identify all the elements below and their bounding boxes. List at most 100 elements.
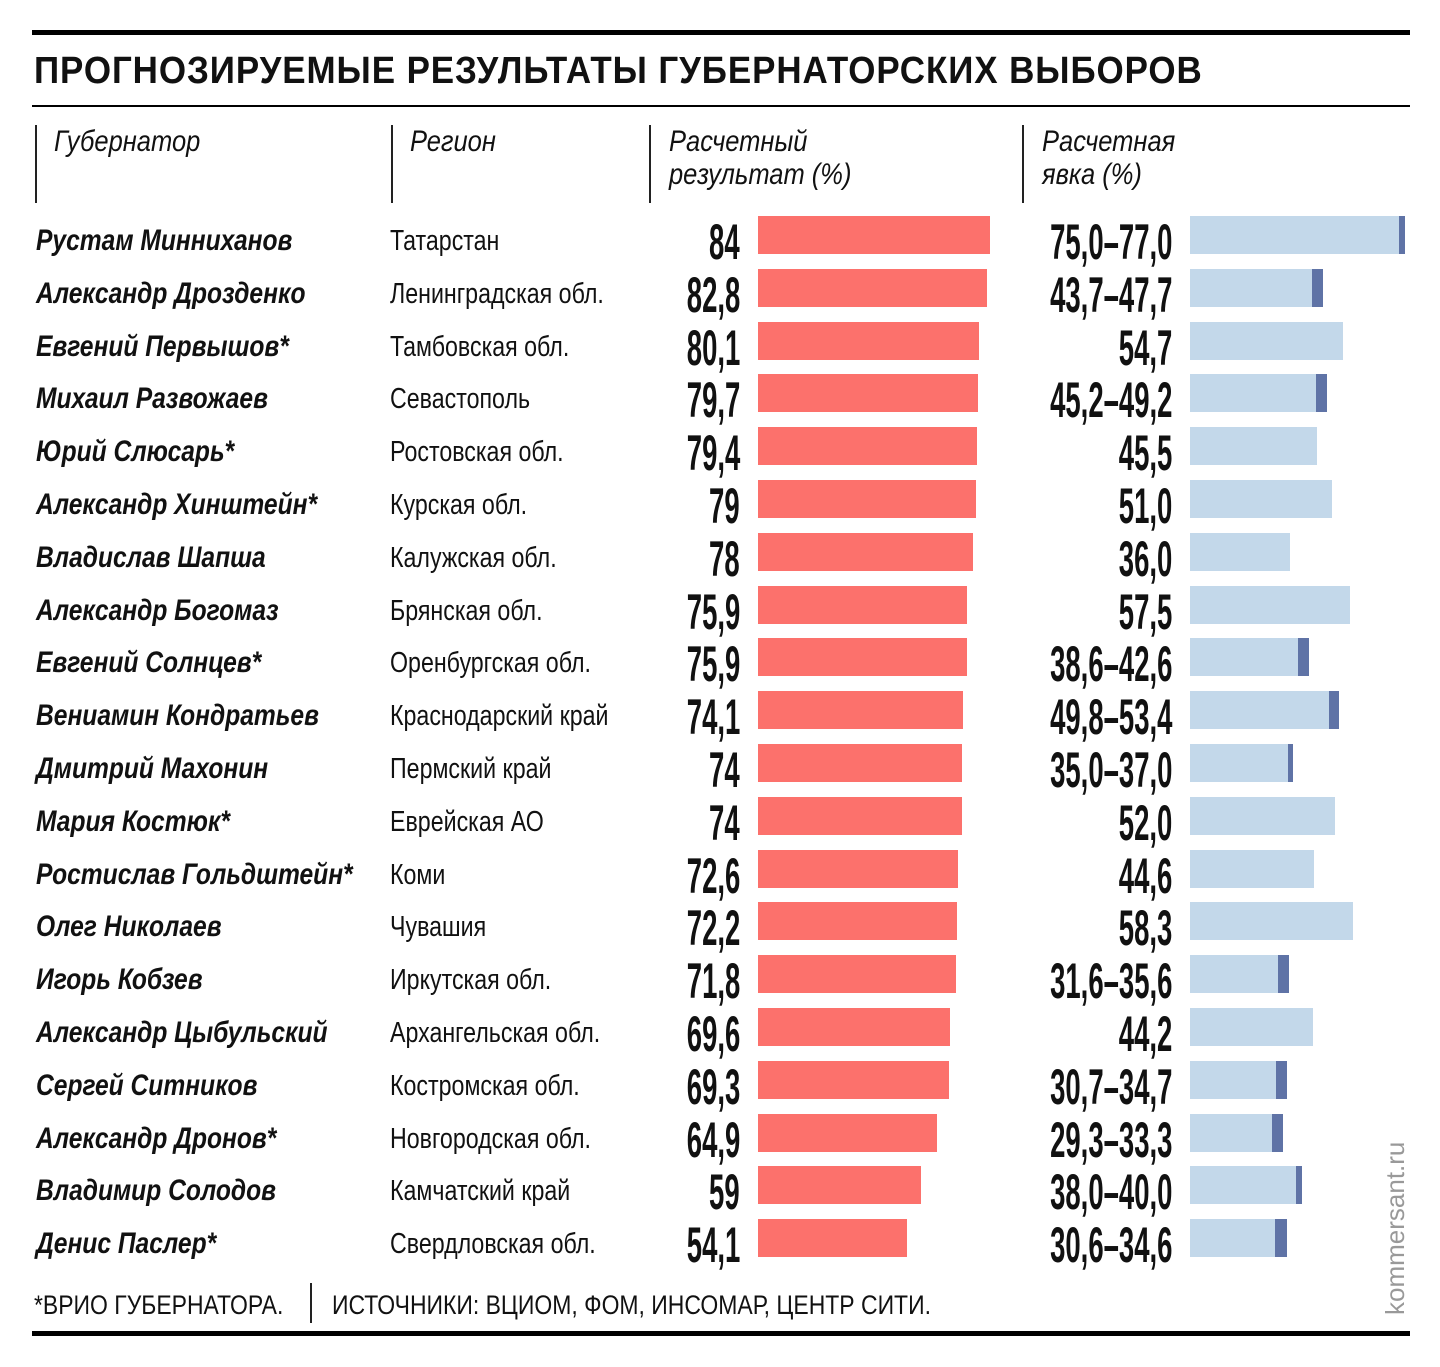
result-label: 79 (709, 478, 740, 534)
region-name: Калужская обл. (390, 541, 557, 574)
turnout-range-bar (1296, 1166, 1302, 1205)
turnout-range-bar (1399, 216, 1405, 254)
turnout-bar (1190, 321, 1343, 360)
result-bar (758, 374, 978, 413)
governor-name: Александр Дрозденко (36, 276, 306, 310)
chart-title: ПРОГНОЗИРУЕМЫЕ РЕЗУЛЬТАТЫ ГУБЕРНАТОРСКИХ… (34, 50, 1203, 92)
footnote: *ВРИО ГУБЕРНАТОРА. (34, 1290, 284, 1320)
table-row: Мария Костюк* Еврейская АО 74 52,0 (0, 794, 1440, 851)
turnout-bar (1190, 744, 1288, 782)
result-bar (758, 427, 978, 466)
turnout-label: 54,7 (1118, 319, 1172, 376)
governor-name: Денис Паслер* (36, 1227, 217, 1261)
sources: ИСТОЧНИКИ: ВЦИОМ, ФОМ, ИНСОМАР, ЦЕНТР СИ… (332, 1290, 931, 1320)
turnout-label: 36,0 (1118, 530, 1172, 587)
table-row: Михаил Развожаев Севастополь 79,7 45,2–49,2 (0, 372, 1440, 429)
turnout-label: 35,0–37,0 (1049, 742, 1172, 798)
turnout-range-bar (1271, 1113, 1283, 1152)
turnout-label: 75,0–77,0 (1049, 214, 1172, 270)
table-row: Владислав Шапша Калужская обл. 78 36,0 (0, 530, 1440, 587)
table-row: Александр Дронов* Новгородская обл. 64,9 29… (0, 1111, 1440, 1168)
result-label: 74 (709, 742, 740, 798)
result-label: 75,9 (686, 636, 740, 693)
region-name: Еврейская АО (390, 805, 544, 838)
result-bar (758, 1113, 938, 1152)
region-name: Иркутская обл. (390, 964, 552, 997)
turnout-bar (1190, 374, 1317, 413)
turnout-label: 45,5 (1118, 425, 1172, 482)
result-bar (758, 480, 977, 518)
result-bar (758, 955, 957, 994)
turnout-label: 52,0 (1118, 794, 1172, 851)
result-label: 72,6 (686, 847, 740, 904)
footer-divider (310, 1283, 312, 1323)
region-name: Свердловская обл. (390, 1228, 596, 1261)
column-divider (1022, 125, 1024, 203)
result-label: 71,8 (686, 953, 740, 1010)
header-turnout: Расчетная явка (%) (1042, 125, 1176, 191)
bottom-rule (32, 1331, 1410, 1336)
turnout-range-bar (1311, 268, 1324, 307)
turnout-bar (1190, 955, 1279, 994)
table-row: Александр Цыбульский Архангельская обл. 69… (0, 1006, 1440, 1062)
table-row: Владимир Солодов Камчатский край 59 38,0–40… (0, 1164, 1440, 1221)
governor-name: Мария Костюк* (36, 804, 230, 838)
turnout-label: 57,5 (1118, 583, 1172, 640)
result-label: 64,9 (686, 1111, 740, 1168)
result-bar (758, 902, 958, 941)
region-name: Пермский край (390, 753, 552, 785)
turnout-bar (1190, 1060, 1276, 1099)
governor-name: Александр Хинштейн* (36, 488, 318, 521)
header-governor: Губернатор (54, 125, 201, 158)
turnout-label: 31,6–35,6 (1049, 953, 1172, 1010)
result-label: 74 (709, 794, 740, 851)
result-label: 78 (709, 530, 740, 587)
result-label: 69,6 (686, 1006, 740, 1062)
table-row: Дмитрий Махонин Пермский край 74 35,0–37,0 (0, 742, 1440, 798)
turnout-label: 44,2 (1118, 1006, 1172, 1062)
region-name: Ленинградская обл. (390, 277, 604, 310)
brand-watermark: kommersant.ru (1380, 1141, 1410, 1315)
result-bar (758, 849, 959, 888)
column-divider (35, 125, 37, 203)
result-label: 80,1 (686, 319, 740, 376)
title-rule (32, 105, 1410, 107)
result-bar (758, 1008, 951, 1046)
turnout-label: 51,0 (1118, 478, 1172, 534)
turnout-label: 38,6–42,6 (1049, 636, 1172, 693)
turnout-label: 30,6–34,6 (1049, 1217, 1172, 1274)
region-name: Коми (390, 858, 446, 891)
region-name: Ростовская обл. (390, 436, 564, 469)
region-name: Курская обл. (390, 489, 528, 521)
result-label: 79,4 (686, 425, 740, 482)
table-row: Александр Дрозденко Ленинградская обл. 82,… (0, 266, 1440, 323)
result-label: 72,2 (686, 900, 740, 957)
governor-name: Евгений Первышов* (36, 329, 289, 363)
turnout-bar (1190, 268, 1312, 307)
governor-name: Рустам Минниханов (36, 224, 293, 257)
result-label: 74,1 (686, 689, 740, 746)
result-label: 59 (709, 1164, 740, 1221)
turnout-label: 43,7–47,7 (1049, 266, 1172, 323)
turnout-bar (1190, 216, 1400, 254)
turnout-bar (1190, 691, 1329, 730)
region-name: Архангельская обл. (390, 1017, 601, 1049)
turnout-range-bar (1328, 691, 1339, 730)
governor-name: Сергей Ситников (36, 1068, 258, 1102)
region-name: Татарстан (390, 225, 500, 257)
result-bar (758, 691, 963, 730)
turnout-bar (1190, 427, 1317, 466)
result-bar (758, 1219, 908, 1258)
table-row: Игорь Кобзев Иркутская обл. 71,8 31,6–35,6 (0, 953, 1440, 1010)
turnout-label: 38,0–40,0 (1049, 1164, 1172, 1221)
result-bar (758, 796, 963, 835)
turnout-bar (1190, 1008, 1314, 1046)
turnout-bar (1190, 1113, 1272, 1152)
governor-name: Владислав Шапша (36, 540, 266, 574)
table-row: Александр Хинштейн* Курская обл. 79 51,0 (0, 478, 1440, 534)
table-row: Денис Паслер* Свердловская обл. 54,1 30,6–3… (0, 1217, 1440, 1274)
result-label: 54,1 (686, 1217, 740, 1274)
result-label: 75,9 (686, 583, 740, 640)
result-label: 79,7 (686, 372, 740, 429)
